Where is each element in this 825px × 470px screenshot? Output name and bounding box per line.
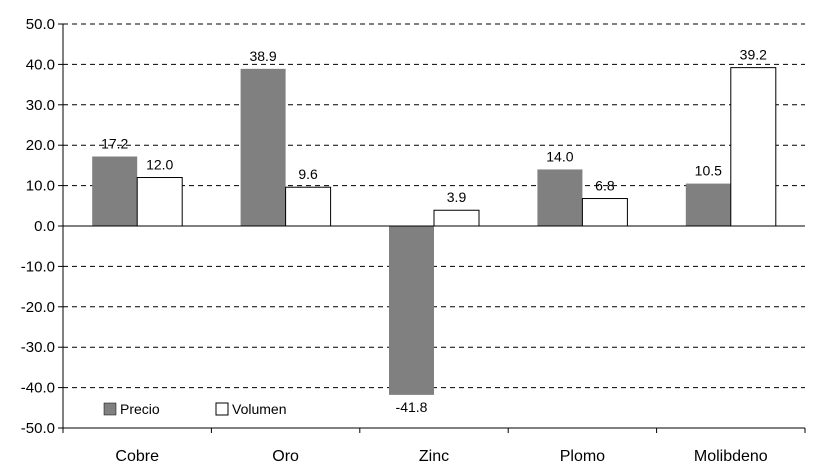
category-labels: Cobre Oro Zinc Plomo Molibdeno bbox=[115, 448, 767, 465]
legend-label-precio: Precio bbox=[120, 401, 160, 417]
bar-precio-molibdeno bbox=[685, 183, 731, 226]
y-tick-label: 40.0 bbox=[26, 56, 55, 73]
bar-volumen-cobre bbox=[136, 177, 183, 227]
legend-swatch-precio bbox=[103, 402, 117, 416]
category-label-cobre: Cobre bbox=[115, 448, 159, 465]
y-tick-label: 20.0 bbox=[26, 137, 55, 154]
bar-volumen-molibdeno bbox=[730, 67, 777, 227]
data-label-volumen-zinc: 3.9 bbox=[447, 189, 467, 205]
y-tick-label: -40.0 bbox=[21, 380, 55, 397]
y-tick-label: 50.0 bbox=[26, 16, 55, 33]
data-label-volumen-molibdeno: 39.2 bbox=[740, 47, 767, 63]
bars bbox=[92, 67, 777, 395]
legend: Precio Volumen bbox=[103, 401, 286, 417]
data-label-precio-molibdeno: 10.5 bbox=[695, 163, 722, 179]
bar-precio-cobre bbox=[92, 156, 138, 226]
data-labels: 17.2 12.0 38.9 9.6 -41.8 3.9 14.0 6.8 10.5 39.2 bbox=[101, 47, 767, 415]
y-tick-label: -10.0 bbox=[21, 258, 55, 275]
bar-volumen-oro bbox=[285, 186, 332, 227]
data-label-volumen-plomo: 6.8 bbox=[595, 178, 615, 194]
data-label-precio-plomo: 14.0 bbox=[546, 148, 573, 164]
y-tick-label: 10.0 bbox=[26, 178, 55, 195]
y-tick-label: -50.0 bbox=[21, 420, 55, 437]
legend-swatch-volumen bbox=[215, 402, 229, 416]
data-label-precio-zinc: -41.8 bbox=[396, 399, 428, 415]
bar-precio-oro bbox=[240, 68, 286, 227]
category-label-plomo: Plomo bbox=[560, 448, 605, 465]
data-label-precio-cobre: 17.2 bbox=[101, 136, 128, 152]
data-label-volumen-oro: 9.6 bbox=[298, 166, 318, 182]
y-tick-label: -30.0 bbox=[21, 339, 55, 356]
legend-label-volumen: Volumen bbox=[232, 401, 286, 417]
y-tick-label: 30.0 bbox=[26, 97, 55, 114]
data-label-volumen-cobre: 12.0 bbox=[146, 157, 173, 173]
category-label-oro: Oro bbox=[272, 448, 299, 465]
axes bbox=[58, 23, 806, 433]
bar-volumen-zinc bbox=[433, 209, 480, 227]
bar-precio-zinc bbox=[389, 226, 434, 395]
category-label-molibdeno: Molibdeno bbox=[694, 448, 768, 465]
category-label-zinc: Zinc bbox=[419, 448, 449, 465]
data-label-precio-oro: 38.9 bbox=[249, 48, 276, 64]
y-tick-label: -20.0 bbox=[21, 299, 55, 316]
y-tick-labels: 50.0 40.0 30.0 20.0 10.0 0.0 -10.0 -20.0 -30.0 -4… bbox=[21, 16, 55, 437]
bar-volumen-plomo bbox=[581, 198, 628, 227]
bar-precio-plomo bbox=[537, 169, 583, 226]
y-tick-label: 0.0 bbox=[34, 218, 55, 235]
